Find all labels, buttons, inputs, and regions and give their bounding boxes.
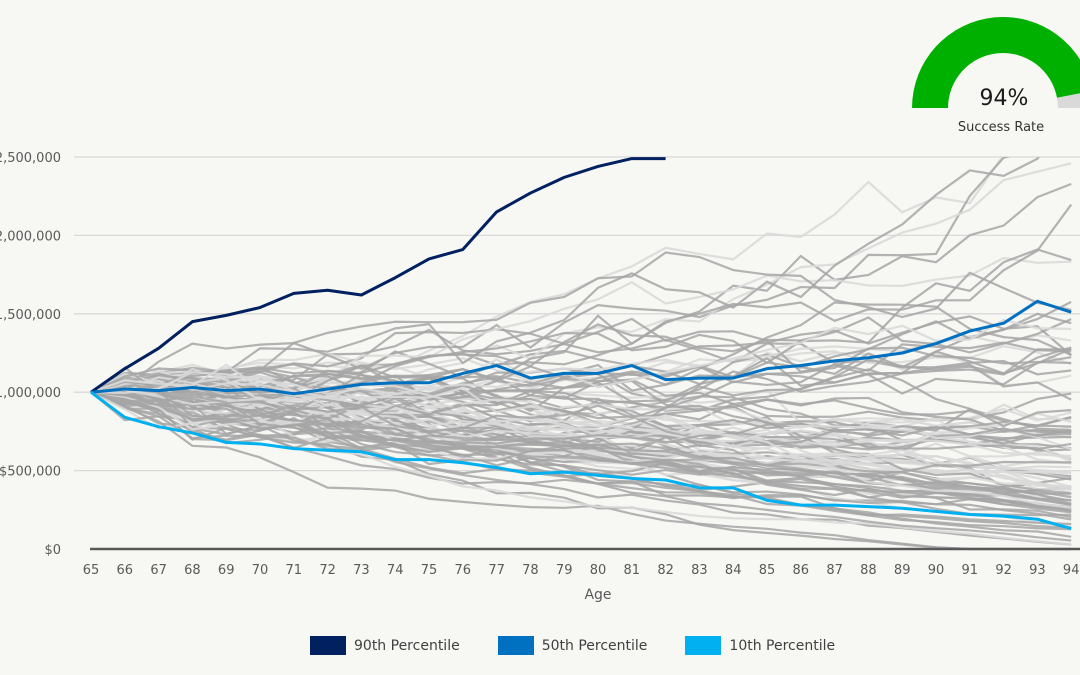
y-tick-label: $0 [44, 543, 61, 558]
percentile-line-10th [90, 390, 1072, 531]
simulation-path [90, 318, 1072, 396]
x-tick-label: 77 [488, 563, 505, 578]
percentile-lines [90, 157, 1072, 531]
x-tick-label: 72 [319, 563, 336, 578]
y-axis-ticks: $0 $500,000 1,000,000 1,500,000 2,000,000 2,5… [0, 151, 61, 558]
x-tick-label: 94 [1063, 563, 1080, 578]
x-tick-label: 66 [117, 563, 134, 578]
legend-swatch-50th [497, 636, 534, 655]
simulation-path [90, 391, 1072, 542]
simulation-path [90, 363, 1072, 509]
x-tick-label: 86 [793, 563, 810, 578]
legend-item-10th: 10th Percentile [685, 636, 835, 655]
x-tick-label: 76 [455, 563, 472, 578]
x-tick-label: 79 [556, 563, 573, 578]
x-tick-label: 80 [590, 563, 607, 578]
y-tick-label: 1,500,000 [0, 308, 61, 323]
gauge-track [1057, 93, 1080, 108]
x-tick-label: 78 [522, 563, 539, 578]
x-tick-label: 67 [150, 563, 167, 578]
simulation-path [90, 391, 1072, 446]
x-tick-label: 90 [928, 563, 945, 578]
simulation-path [90, 391, 1072, 512]
simulation-path [90, 372, 1072, 492]
x-tick-label: 68 [184, 563, 201, 578]
x-tick-label: 93 [1029, 563, 1046, 578]
simulation-path [90, 386, 1072, 458]
simulation-path [90, 157, 1040, 399]
x-tick-label: 81 [624, 563, 641, 578]
y-tick-label: 1,000,000 [0, 386, 61, 401]
y-tick-label: $500,000 [0, 465, 61, 480]
x-tick-label: 65 [83, 563, 100, 578]
x-tick-label: 82 [657, 563, 674, 578]
x-axis-ticks: 65 66 67 68 69 70 71 72 73 74 75 76 77 78 79 80 81 82 83 84… [83, 563, 1080, 578]
legend-label-10th: 10th Percentile [729, 637, 836, 654]
x-tick-label: 75 [421, 563, 438, 578]
success-rate-gauge: 94% Success Rate [912, 16, 1080, 135]
x-tick-label: 88 [860, 563, 877, 578]
simulation-path [90, 381, 1072, 451]
y-tick-label: 2,500,000 [0, 151, 61, 166]
simulation-path [90, 301, 1072, 400]
gauge-label: Success Rate [958, 120, 1044, 135]
percentile-line-90th [90, 157, 666, 394]
simulation-path [90, 157, 1011, 394]
y-tick-label: 2,000,000 [0, 229, 61, 244]
simulation-path [90, 391, 1072, 546]
legend-item-50th: 50th Percentile [497, 636, 648, 655]
x-tick-label: 89 [894, 563, 911, 578]
simulation-path [90, 368, 1072, 433]
x-tick-label: 73 [353, 563, 370, 578]
x-tick-label: 92 [995, 563, 1012, 578]
simulation-path [90, 391, 1072, 476]
x-tick-label: 85 [759, 563, 776, 578]
percentile-line-50th [90, 299, 1072, 396]
legend-swatch-90th [310, 636, 346, 655]
simulation-path [90, 251, 1072, 396]
x-tick-label: 69 [218, 563, 235, 578]
gauge-value: 94% [980, 86, 1029, 111]
chart-legend: 90th Percentile 50th Percentile 10th Per… [310, 636, 873, 655]
legend-label-50th: 50th Percentile [541, 637, 648, 654]
x-tick-label: 83 [691, 563, 708, 578]
x-tick-label: 71 [286, 563, 303, 578]
x-tick-label: 87 [826, 563, 843, 578]
simulation-path [90, 391, 1072, 529]
x-axis-title: Age [584, 587, 611, 603]
simulation-path [90, 157, 1004, 394]
simulation-path [90, 391, 1072, 471]
x-tick-label: 70 [252, 563, 269, 578]
gauge-fill [912, 16, 1080, 108]
legend-swatch-10th [685, 636, 722, 655]
x-tick-label: 91 [962, 563, 979, 578]
x-tick-label: 84 [725, 563, 742, 578]
simulation-paths [90, 157, 1073, 551]
simulation-path [90, 248, 1072, 398]
simulation-path [90, 375, 1072, 469]
x-tick-label: 74 [387, 563, 404, 578]
legend-label-90th: 90th Percentile [354, 637, 460, 654]
legend-item-90th: 90th Percentile [310, 636, 460, 655]
